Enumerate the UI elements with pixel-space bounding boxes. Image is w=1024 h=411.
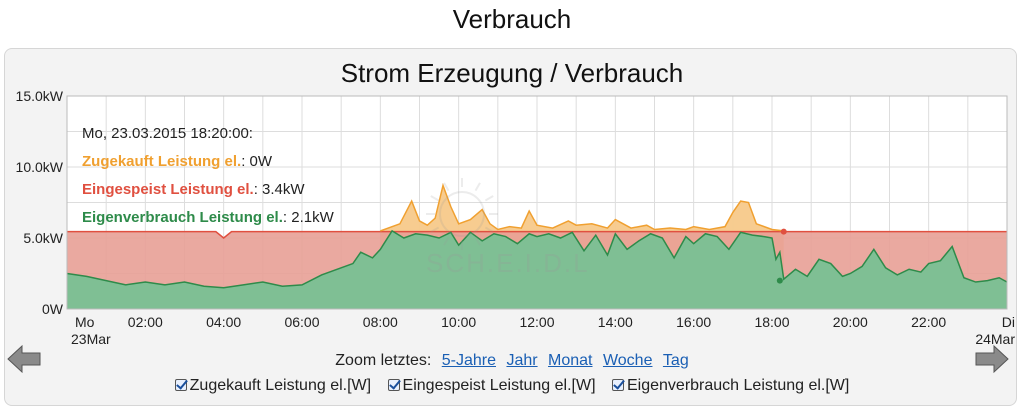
tooltip-series-value: 0W [249, 153, 273, 170]
page-title: Verbrauch [452, 4, 572, 34]
y-tick-label: 10.0kW [16, 159, 64, 175]
sun-ray [430, 226, 440, 233]
legend-label: Eigenverbrauch Leistung el.[W] [627, 377, 850, 394]
sun-ray [430, 195, 440, 202]
sun-ray [474, 182, 481, 192]
tooltip-row: Eingespeist Leistung el.: 3.4kW [82, 181, 305, 198]
legend-label: Eingespeist Leistung el.[W] [402, 377, 596, 394]
x-tick-label: Mo [75, 314, 95, 330]
x-tick-label: 20:00 [833, 314, 868, 330]
tooltip-row: Eigenverbrauch Leistung el.: 2.1kW [82, 209, 334, 226]
sun-ray [484, 226, 494, 233]
y-tick-label: 15.0kW [16, 88, 64, 104]
x-tick-label: 12:00 [519, 314, 554, 330]
tooltip-series-name: Eingespeist Leistung el. [82, 181, 254, 198]
marker-point-eigenverbrauch [776, 277, 783, 284]
sun-ray [443, 236, 450, 246]
arrow-left-icon[interactable] [6, 344, 42, 374]
sun-circle [439, 191, 485, 237]
sun-ray [443, 182, 450, 192]
checkbox[interactable] [174, 379, 187, 391]
x-tick-label: 06:00 [284, 314, 319, 330]
x-tick-label: 04:00 [206, 314, 241, 330]
zoom-link-woche[interactable]: Woche [602, 352, 653, 369]
series-line-eigenverbrauch [66, 229, 1008, 289]
zoom-link-5-jahre[interactable]: 5-Jahre [441, 352, 496, 369]
x-tick-label: 02:00 [128, 314, 163, 330]
sun-ray [474, 236, 481, 246]
watermark: SCH.E.I.D.L [426, 248, 590, 278]
zoom-label: Zoom letztes: [335, 352, 432, 369]
zoom-link-tag[interactable]: Tag [662, 352, 689, 369]
x-tick-label: 14:00 [598, 314, 633, 330]
legend-item-eingespeist[interactable]: Eingespeist Leistung el.[W] [387, 377, 596, 394]
x-tick-label: 10:00 [441, 314, 476, 330]
tooltip-series-value: 3.4kW [262, 181, 305, 198]
x-tick-label: 16:00 [676, 314, 711, 330]
series-area-eigenverbrauch [67, 230, 1007, 309]
arrow-right-icon[interactable] [974, 344, 1010, 374]
tooltip-row: Zugekauft Leistung el.: 0W [82, 153, 273, 170]
legend-label: Zugekauft Leistung el.[W] [189, 377, 372, 394]
checkbox[interactable] [387, 379, 400, 391]
tooltip: Mo, 23.03.2015 18:20:00: Zugekauft Leist… [82, 120, 334, 232]
marker-point-eingespeist [780, 228, 787, 235]
chart-title: Strom Erzeugung / Verbrauch [340, 58, 684, 88]
x-tick-label: 18:00 [754, 314, 789, 330]
zoom-link-jahr[interactable]: Jahr [506, 352, 538, 369]
legend-item-zugekauft[interactable]: Zugekauft Leistung el.[W] [174, 377, 372, 394]
zoom-link-monat[interactable]: Monat [548, 352, 593, 369]
legend-item-eigenverbrauch[interactable]: Eigenverbrauch Leistung el.[W] [612, 377, 849, 394]
x-tick-label: Di [1002, 314, 1015, 330]
sun-ray [484, 195, 494, 202]
series-line-zugekauft [380, 182, 784, 232]
y-tick-label: 5.0kW [23, 230, 63, 246]
x-tick-sublabel: 23Mar [71, 331, 111, 347]
legend: Zugekauft Leistung el.[W] Eingespeist Le… [0, 377, 1024, 395]
x-tick-label: 08:00 [363, 314, 398, 330]
tooltip-title: Mo, 23.03.2015 18:20:00: [82, 125, 253, 142]
zoom-bar: Zoom letztes: 5-Jahre Jahr Monat Woche T… [0, 352, 1024, 370]
checkbox[interactable] [612, 379, 624, 391]
x-tick-sublabel: 24Mar [975, 331, 1015, 347]
x-tick-label: 22:00 [911, 314, 946, 330]
tooltip-series-value: 2.1kW [291, 209, 334, 226]
tooltip-series-name: Zugekauft Leistung el. [82, 153, 242, 170]
y-tick-label: 0W [42, 301, 64, 317]
series-line-eingespeist [67, 230, 1007, 239]
watermark-sun-icon [426, 178, 498, 250]
tooltip-series-name: Eigenverbrauch Leistung el. [82, 209, 283, 226]
plot-border [66, 95, 1008, 310]
